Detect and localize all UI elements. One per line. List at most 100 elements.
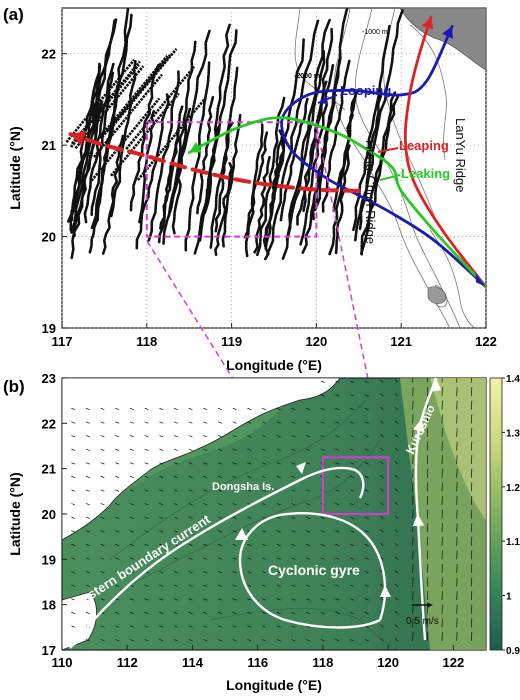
velocity-vector [144, 611, 149, 615]
velocity-vector [291, 407, 296, 411]
gyre-path [238, 512, 387, 629]
velocity-vector [364, 503, 369, 506]
velocity-vector [144, 625, 149, 628]
velocity-vector [262, 557, 266, 560]
velocity-vector [159, 584, 164, 587]
velocity-vector [364, 598, 369, 601]
velocity-vector [247, 516, 252, 519]
velocity-vector [173, 475, 178, 479]
velocity-vector [232, 557, 237, 560]
velocity-vector [100, 543, 105, 547]
velocity-vector [144, 503, 149, 506]
velocity-vector [85, 571, 90, 574]
velocity-vector [173, 516, 178, 519]
velocity-vector [85, 475, 90, 479]
velocity-vector [364, 435, 369, 438]
wbc-arrowhead [70, 634, 82, 648]
velocity-vector [350, 543, 355, 547]
velocity-vector [247, 462, 252, 465]
drifter-track [90, 97, 161, 182]
velocity-vector [129, 475, 134, 479]
velocity-vector [115, 543, 120, 547]
velocity-vector [350, 503, 355, 506]
drifter-track [334, 144, 351, 255]
velocity-vector [291, 489, 296, 492]
velocity-vector [129, 435, 134, 438]
velocity-vector [276, 625, 281, 628]
colorbar-tick-label: 1 [506, 592, 512, 603]
velocity-vector [173, 462, 178, 465]
velocity-vector [188, 462, 193, 465]
velocity-vector [100, 435, 105, 438]
velocity-vector [380, 447, 384, 451]
velocity-vector [394, 529, 399, 533]
velocity-vector [320, 448, 325, 451]
label-hengchun-ridge: Heng-Chun Ridge [363, 140, 378, 244]
velocity-vector [247, 543, 252, 547]
velocity-vector [217, 462, 222, 465]
drifter-track [74, 65, 145, 150]
velocity-vector [306, 530, 311, 533]
velocity-vector [173, 639, 178, 642]
velocity-vector [291, 611, 296, 615]
velocity-vector [320, 543, 325, 547]
velocity-vector [364, 557, 369, 560]
drifter-track [70, 60, 141, 145]
x-tick-label: 122 [443, 655, 465, 670]
velocity-vector [85, 448, 90, 451]
velocity-vector [247, 421, 252, 424]
velocity-vector [217, 503, 222, 506]
drifter-track [171, 107, 192, 235]
velocity-vector [291, 435, 296, 438]
velocity-vector [100, 530, 105, 533]
velocity-vector [100, 571, 105, 574]
velocity-vector [320, 639, 325, 642]
velocity-vector [320, 611, 325, 615]
velocity-vector [380, 406, 384, 410]
velocity-vector [159, 489, 164, 492]
label-leaking: Leaking [401, 166, 450, 181]
velocity-vector [173, 611, 178, 615]
velocity-vector [85, 530, 90, 533]
velocity-vector [262, 611, 266, 615]
velocity-vector [173, 407, 178, 411]
velocity-vector [306, 448, 311, 451]
drifter-track [98, 54, 169, 139]
velocity-vector [71, 557, 76, 560]
velocity-vector [335, 611, 340, 615]
velocity-vector [144, 516, 149, 519]
velocity-vector [71, 448, 76, 451]
velocity-vector [203, 435, 208, 438]
velocity-vector [380, 556, 384, 560]
velocity-vector [173, 543, 178, 547]
velocity-vector [380, 624, 384, 628]
velocity-vector [71, 516, 76, 519]
velocity-vector [188, 448, 193, 451]
velocity-vector [115, 489, 120, 492]
velocity-vector [71, 503, 76, 506]
velocity-vector [335, 421, 340, 424]
panel-a-paths [68, 15, 486, 289]
velocity-vector [129, 448, 134, 451]
velocity-vector [144, 421, 149, 424]
velocity-vector [217, 421, 222, 424]
velocity-vector [129, 571, 134, 574]
velocity-vector [306, 462, 311, 465]
velocity-vector [159, 407, 164, 411]
y-tick-label: 19 [42, 321, 56, 336]
velocity-vector [144, 407, 149, 411]
drifter-track [196, 95, 215, 215]
drifter-track [70, 102, 103, 260]
velocity-vector [129, 598, 134, 601]
velocity-vector [188, 407, 193, 411]
velocity-vector [350, 489, 355, 492]
velocity-vector [115, 611, 120, 615]
velocity-vector [350, 421, 355, 424]
velocity-vector [247, 557, 252, 560]
velocity-vector [115, 530, 120, 533]
velocity-vector [350, 557, 355, 560]
velocity-vector [115, 462, 120, 465]
looping-pointer-head [318, 96, 327, 104]
velocity-vector [394, 447, 399, 451]
velocity-vector [203, 543, 208, 547]
